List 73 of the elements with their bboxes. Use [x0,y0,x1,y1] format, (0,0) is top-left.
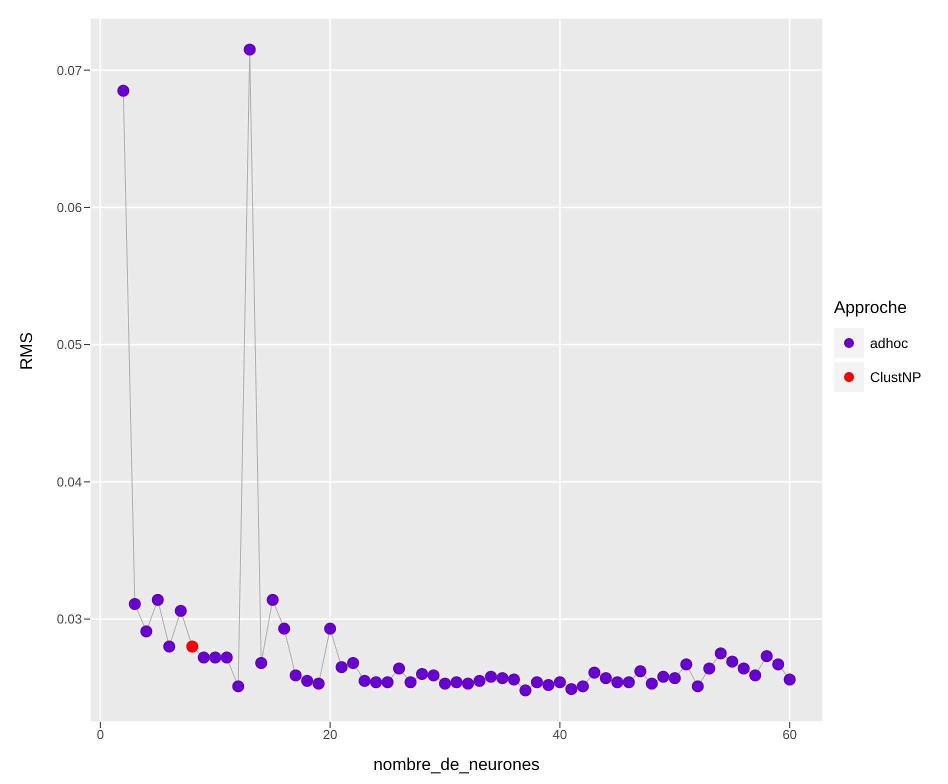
point [462,678,474,690]
point [554,676,566,688]
point [588,666,600,679]
point [634,665,646,678]
point [244,44,256,56]
point [152,594,164,606]
point [393,662,406,674]
point [450,676,462,688]
point [382,676,394,688]
point [174,604,187,617]
point [772,658,784,670]
y-tick-label: 0.05 [56,337,82,352]
point [714,647,727,660]
point [324,622,336,635]
point [347,656,360,669]
point [473,674,486,687]
point [692,680,704,692]
point [576,680,589,692]
x-tick-label: 20 [322,727,338,742]
point [140,625,152,638]
point [117,84,130,97]
point [565,683,578,696]
point [428,669,440,682]
x-tick-label: 40 [552,727,568,742]
legend-title: Approche [834,298,908,318]
point [646,678,658,690]
point [336,661,348,674]
point [404,676,417,688]
point [484,670,497,683]
y-tick-label: 0.03 [56,612,82,627]
point [232,680,244,692]
x-axis-title: nombre_de_neurones [373,755,540,774]
point [290,669,302,682]
point [760,650,773,662]
point [508,673,520,686]
point [186,640,198,653]
x-tick-label: 60 [782,727,797,742]
point [530,676,543,688]
point [600,672,612,684]
y-axis-title: RMS [17,332,36,370]
y-tick-label: 0.06 [56,200,82,215]
legend-label: ClustNP [870,369,922,385]
point [163,640,176,653]
point [370,676,382,688]
y-tick-label: 0.07 [56,62,82,78]
point [301,674,314,687]
point [312,678,325,690]
point [128,598,141,610]
point [266,594,279,606]
point [703,662,716,674]
point [209,652,222,664]
point [657,670,670,683]
x-tick-label: 0 [96,727,104,742]
point [738,662,750,674]
point [220,652,233,664]
point [198,652,210,664]
point [542,678,554,691]
point [496,672,508,684]
point [358,674,371,687]
point [749,669,762,682]
point [668,672,681,684]
point [278,622,290,635]
point [622,676,635,688]
point [416,668,428,680]
point [726,656,738,668]
point [680,658,692,670]
point [439,678,452,690]
point [519,684,532,696]
legend-label: adhoc [870,335,908,351]
point [611,676,624,688]
point [255,656,268,669]
point [784,673,796,686]
y-tick-label: 0.04 [56,474,82,490]
